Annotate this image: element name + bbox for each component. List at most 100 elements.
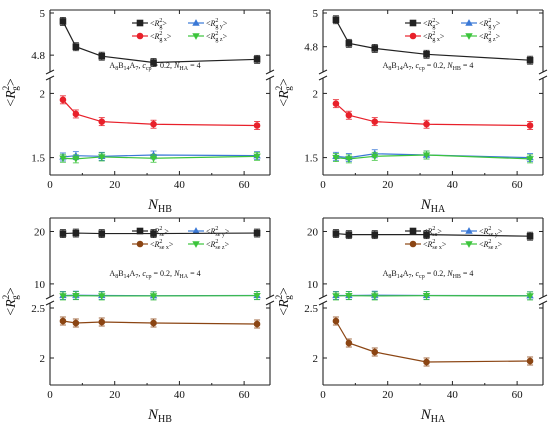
y-tick-label: 5 xyxy=(313,8,319,20)
data-point xyxy=(59,317,67,325)
y-axis-label: <R2g> xyxy=(274,287,293,315)
data-point xyxy=(253,292,261,300)
data-point xyxy=(150,319,157,327)
y-tick-label: 2 xyxy=(313,88,319,100)
legend-marker xyxy=(465,241,473,248)
legend-label: <R2 g z> xyxy=(206,31,228,43)
break-mark-right xyxy=(538,294,548,300)
x-ticks: 0 20 40 60 xyxy=(47,218,250,401)
x-tick-label: 20 xyxy=(382,389,394,401)
break-mark-left xyxy=(45,300,55,306)
data-point xyxy=(59,96,67,104)
legend-marker xyxy=(409,19,417,27)
legend-label: <R2 se x> xyxy=(423,239,447,251)
y-tick-label: 20 xyxy=(307,226,319,238)
y-tick-label: 10 xyxy=(34,279,46,291)
x-tick-label: 60 xyxy=(239,179,251,191)
data-point xyxy=(332,154,340,162)
x-tick-label: 40 xyxy=(174,389,186,401)
legend-label: <R2 g y> xyxy=(479,18,501,30)
legend-marker xyxy=(465,33,473,40)
data-point xyxy=(72,110,80,118)
x-tick-label: 60 xyxy=(239,389,251,401)
legend-item: <R2 se x> xyxy=(132,239,174,251)
data-point xyxy=(98,118,106,125)
data-point xyxy=(526,357,534,365)
data-point xyxy=(422,152,431,159)
chart-panel-b: 0 20 40 60 10 20 2 2.5 NHB <R2g> A8B14A7, ccp = 0.… xyxy=(1,217,275,425)
series-x xyxy=(59,95,261,130)
legend-marker xyxy=(409,240,417,248)
data-point xyxy=(345,40,353,47)
data-point xyxy=(526,122,534,129)
chart-panel-a: 0 20 40 60 4.8 5 1.5 2 NHB <R2g> A8B14A7, ccp = 0.… xyxy=(1,8,275,215)
legend-marker xyxy=(465,227,473,234)
data-point xyxy=(526,56,534,64)
y-axis-label: <R2g> xyxy=(274,78,293,106)
axes-frame xyxy=(45,9,275,176)
data-point xyxy=(371,293,379,300)
data-point xyxy=(253,122,261,129)
break-mark-right xyxy=(538,75,548,81)
x-tick-label: 60 xyxy=(512,179,524,191)
series-line xyxy=(335,103,531,127)
legend-marker xyxy=(192,227,200,234)
y-tick-label: 4.8 xyxy=(31,50,45,62)
legend-item: <R2 se z> xyxy=(188,239,230,251)
data-point xyxy=(345,292,353,300)
legend-item: <R2 g z> xyxy=(188,31,228,43)
y-tick-label: 1.5 xyxy=(31,153,45,165)
chart-panel-c: 0 20 40 60 4.8 5 1.5 2 NHA <R2g> A8B14A7, ccp = 0.… xyxy=(274,8,548,215)
data-point xyxy=(422,292,431,300)
x-tick-label: 0 xyxy=(320,389,326,401)
legend: <R2 g><R2 g x> <R2 g y><R2 g z> xyxy=(132,18,228,43)
data-point xyxy=(423,231,430,238)
x-tick-label: 0 xyxy=(47,179,53,191)
legend-marker xyxy=(465,19,473,26)
break-mark-left xyxy=(45,75,55,81)
data-point xyxy=(345,111,353,119)
x-ticks: 0 20 40 60 xyxy=(320,10,523,191)
composition-annotation: A8B14A7, ccp = 0.2, NHB = 4 xyxy=(383,269,474,280)
y-ticks: 4.8 5 1.5 2 xyxy=(304,8,543,165)
series-line xyxy=(62,232,258,235)
data-point xyxy=(253,320,261,328)
y-ticks: 4.8 5 1.5 2 xyxy=(31,8,270,165)
data-point xyxy=(150,59,157,66)
data-point xyxy=(371,231,379,238)
legend-item: <R2 se x> xyxy=(405,239,447,251)
legend-label: <R2 g y> xyxy=(206,18,228,30)
y-tick-label: 2 xyxy=(40,353,46,365)
data-point xyxy=(526,293,534,300)
series-line xyxy=(335,320,531,363)
break-mark-right xyxy=(265,69,275,75)
data-point xyxy=(149,293,158,300)
x-tick-label: 40 xyxy=(447,389,459,401)
series-z xyxy=(332,150,534,164)
data-point xyxy=(72,43,80,51)
x-axis-label: NHB xyxy=(147,197,172,215)
break-mark-right xyxy=(538,300,548,306)
legend-label: <R2 se z> xyxy=(206,239,230,251)
data-point xyxy=(98,230,106,237)
data-point xyxy=(72,292,80,300)
x-axis-label: NHA xyxy=(420,197,446,215)
legend-item: <R2 g y> xyxy=(188,18,228,30)
legend-marker xyxy=(136,19,144,27)
data-point xyxy=(72,156,80,163)
legend-item: <R2 se z> xyxy=(461,239,503,251)
composition-annotation: A8B14A7, ccp = 0.2, NHA = 4 xyxy=(109,269,200,280)
y-tick-label: 2.5 xyxy=(31,303,45,315)
legend-marker xyxy=(136,32,144,40)
break-mark-left xyxy=(318,300,328,306)
series-line xyxy=(62,99,258,127)
break-mark-right xyxy=(538,69,548,75)
data-point xyxy=(72,229,80,237)
series-line xyxy=(62,320,258,325)
x-tick-label: 20 xyxy=(109,389,121,401)
data-point xyxy=(150,230,157,237)
data-point xyxy=(371,118,379,125)
y-tick-label: 4.8 xyxy=(304,42,318,54)
data-point xyxy=(332,100,340,107)
